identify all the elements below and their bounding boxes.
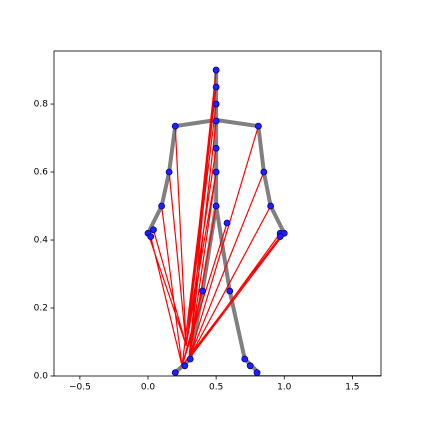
point	[147, 233, 155, 241]
y-tick-label: 0.4	[34, 236, 49, 246]
plot-frame	[53, 50, 382, 377]
point	[254, 122, 262, 130]
point	[212, 144, 220, 152]
point	[260, 168, 268, 176]
point	[212, 168, 220, 176]
point	[186, 355, 194, 363]
point	[181, 362, 189, 370]
x-tick-label: 0.5	[209, 383, 223, 393]
y-tick-label: 0.8	[34, 100, 49, 110]
plot	[144, 66, 381, 376]
point	[212, 83, 220, 91]
x-tick-label: 0.0	[141, 383, 156, 393]
point	[171, 122, 179, 130]
y-tick-label: 0.6	[34, 168, 49, 178]
point	[158, 202, 166, 210]
point	[171, 369, 179, 376]
line	[147, 69, 285, 367]
point	[150, 226, 157, 234]
x-tick-label: 1.0	[277, 383, 292, 393]
point	[212, 117, 220, 125]
line	[146, 68, 287, 375]
point	[199, 287, 206, 295]
y-tick-label: 0.0	[34, 372, 49, 382]
point	[212, 66, 220, 74]
point	[226, 287, 234, 295]
point	[246, 362, 254, 370]
point	[241, 355, 249, 363]
x-tick-label: 1.5	[345, 383, 359, 393]
point	[212, 202, 220, 210]
x-tick-label: −0.5	[69, 383, 91, 393]
point	[267, 202, 275, 210]
y-tick-label: 0.2	[34, 304, 48, 314]
point	[276, 233, 284, 241]
point	[212, 100, 220, 108]
point	[165, 168, 173, 176]
point	[253, 369, 261, 376]
point	[223, 219, 231, 227]
